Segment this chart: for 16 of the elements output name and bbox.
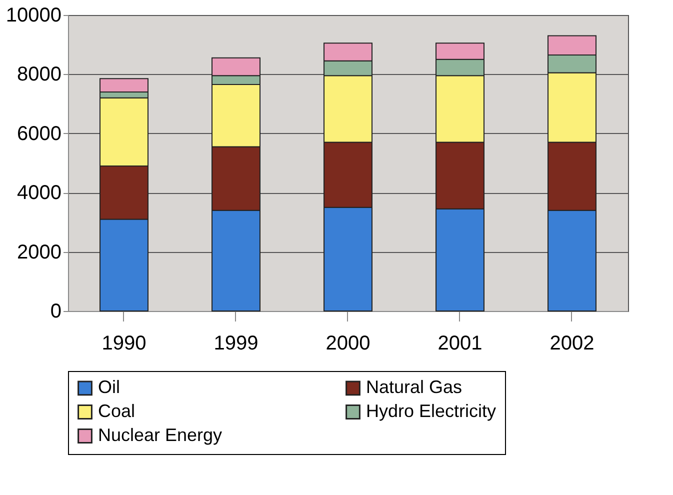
- y-tick-label: 6000: [17, 122, 62, 145]
- y-tick-label: 0: [50, 300, 62, 322]
- legend-label: Natural Gas: [366, 377, 462, 398]
- x-tick-label: 2002: [550, 332, 594, 354]
- legend-label: Nuclear Energy: [98, 425, 222, 445]
- y-tick-label: 4000: [17, 182, 62, 204]
- legend-label: Coal: [98, 401, 136, 421]
- legend-label: Hydro Electricity: [366, 401, 496, 421]
- y-tick-label: 2000: [17, 241, 62, 264]
- x-tick-label: 2000: [326, 332, 370, 354]
- x-tick-label: 1990: [102, 332, 146, 354]
- y-tick-label: 8000: [17, 64, 62, 86]
- legend-label: Oil: [98, 377, 120, 398]
- x-tick-label: 1999: [214, 332, 258, 354]
- y-tick-label: 10000: [6, 4, 62, 26]
- x-tick-label: 2001: [438, 332, 482, 354]
